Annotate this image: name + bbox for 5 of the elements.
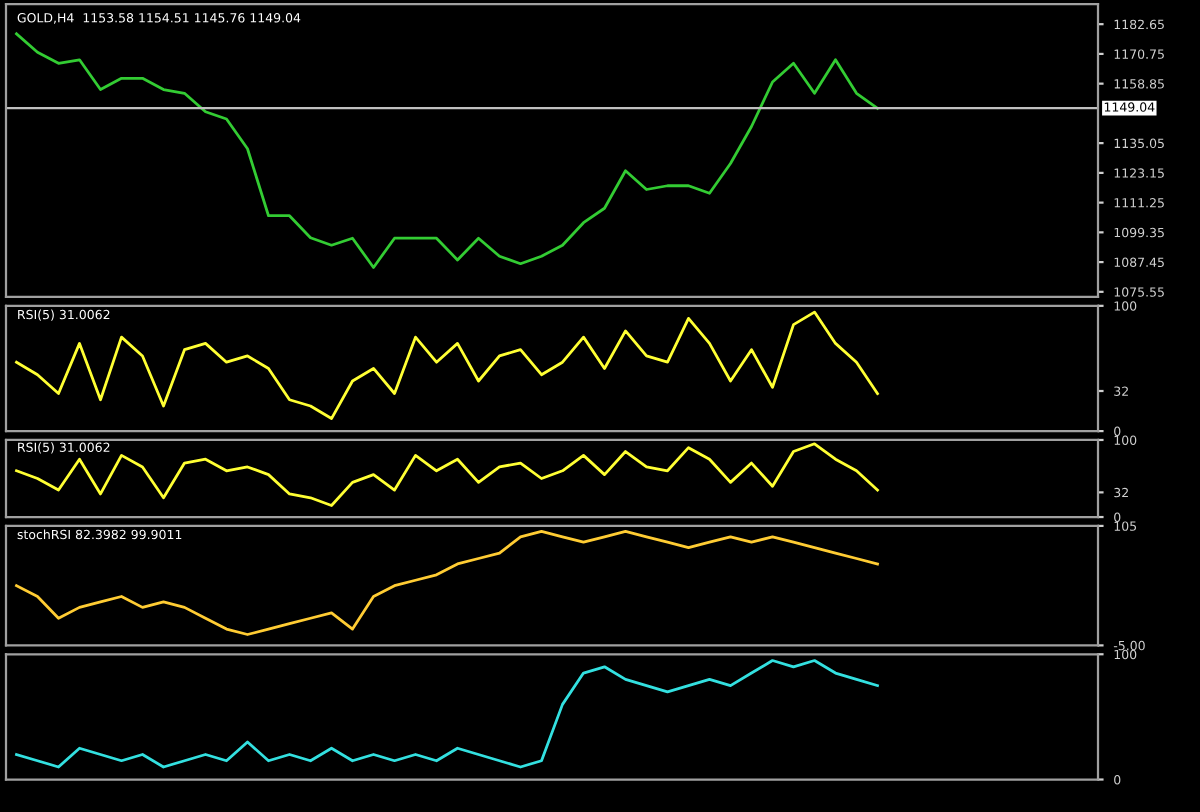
line-series xyxy=(15,529,879,636)
line-series xyxy=(15,32,879,269)
line-series xyxy=(15,442,879,507)
line-series xyxy=(15,310,879,420)
line-series xyxy=(15,659,879,769)
